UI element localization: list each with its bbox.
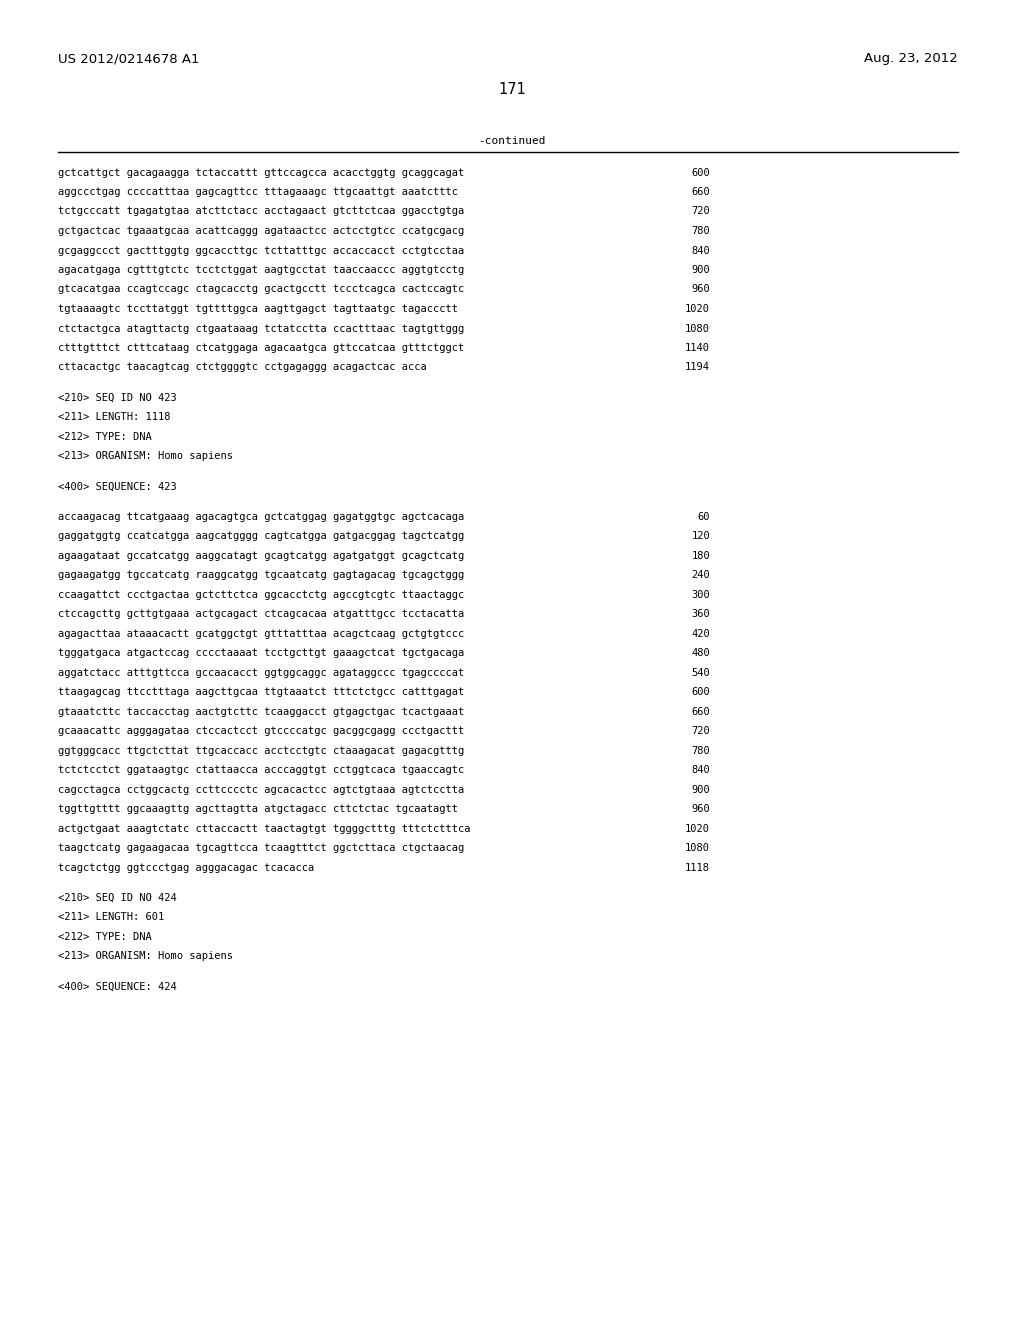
Text: 240: 240 bbox=[691, 570, 710, 581]
Text: <400> SEQUENCE: 423: <400> SEQUENCE: 423 bbox=[58, 482, 177, 491]
Text: 660: 660 bbox=[691, 706, 710, 717]
Text: ccaagattct ccctgactaa gctcttctca ggcacctctg agccgtcgtc ttaactaggc: ccaagattct ccctgactaa gctcttctca ggcacct… bbox=[58, 590, 464, 599]
Text: tgggatgaca atgactccag cccctaaaat tcctgcttgt gaaagctcat tgctgacaga: tgggatgaca atgactccag cccctaaaat tcctgct… bbox=[58, 648, 464, 659]
Text: 1194: 1194 bbox=[685, 363, 710, 372]
Text: 1140: 1140 bbox=[685, 343, 710, 352]
Text: gcgaggccct gactttggtg ggcaccttgc tcttatttgc accaccacct cctgtcctaa: gcgaggccct gactttggtg ggcaccttgc tcttatt… bbox=[58, 246, 464, 256]
Text: tgtaaaagtc tccttatggt tgttttggca aagttgagct tagttaatgc tagaccctt: tgtaaaagtc tccttatggt tgttttggca aagttga… bbox=[58, 304, 458, 314]
Text: accaagacag ttcatgaaag agacagtgca gctcatggag gagatggtgc agctcacaga: accaagacag ttcatgaaag agacagtgca gctcatg… bbox=[58, 512, 464, 521]
Text: 60: 60 bbox=[697, 512, 710, 521]
Text: 120: 120 bbox=[691, 531, 710, 541]
Text: ttaagagcag ttcctttaga aagcttgcaa ttgtaaatct tttctctgcc catttgagat: ttaagagcag ttcctttaga aagcttgcaa ttgtaaa… bbox=[58, 688, 464, 697]
Text: <210> SEQ ID NO 423: <210> SEQ ID NO 423 bbox=[58, 393, 177, 403]
Text: 720: 720 bbox=[691, 206, 710, 216]
Text: 780: 780 bbox=[691, 746, 710, 755]
Text: 1118: 1118 bbox=[685, 863, 710, 873]
Text: aggccctgag ccccatttaa gagcagttcc tttagaaagc ttgcaattgt aaatctttc: aggccctgag ccccatttaa gagcagttcc tttagaa… bbox=[58, 187, 458, 197]
Text: <212> TYPE: DNA: <212> TYPE: DNA bbox=[58, 932, 152, 942]
Text: cagcctagca cctggcactg ccttcccctc agcacactcc agtctgtaaa agtctcctta: cagcctagca cctggcactg ccttcccctc agcacac… bbox=[58, 784, 464, 795]
Text: 720: 720 bbox=[691, 726, 710, 737]
Text: <213> ORGANISM: Homo sapiens: <213> ORGANISM: Homo sapiens bbox=[58, 952, 233, 961]
Text: <211> LENGTH: 1118: <211> LENGTH: 1118 bbox=[58, 412, 171, 422]
Text: gaggatggtg ccatcatgga aagcatgggg cagtcatgga gatgacggag tagctcatgg: gaggatggtg ccatcatgga aagcatgggg cagtcat… bbox=[58, 531, 464, 541]
Text: 171: 171 bbox=[498, 82, 526, 96]
Text: gcaaacattc agggagataa ctccactcct gtccccatgc gacggcgagg ccctgacttt: gcaaacattc agggagataa ctccactcct gtcccca… bbox=[58, 726, 464, 737]
Text: 660: 660 bbox=[691, 187, 710, 197]
Text: ctttgtttct ctttcataag ctcatggaga agacaatgca gttccatcaa gtttctggct: ctttgtttct ctttcataag ctcatggaga agacaat… bbox=[58, 343, 464, 352]
Text: 600: 600 bbox=[691, 168, 710, 177]
Text: 360: 360 bbox=[691, 609, 710, 619]
Text: 960: 960 bbox=[691, 804, 710, 814]
Text: 840: 840 bbox=[691, 246, 710, 256]
Text: 600: 600 bbox=[691, 688, 710, 697]
Text: gctgactcac tgaaatgcaa acattcaggg agataactcc actcctgtcc ccatgcgacg: gctgactcac tgaaatgcaa acattcaggg agataac… bbox=[58, 226, 464, 236]
Text: 180: 180 bbox=[691, 550, 710, 561]
Text: 1080: 1080 bbox=[685, 843, 710, 853]
Text: ctctactgca atagttactg ctgaataaag tctatcctta ccactttaac tagtgttggg: ctctactgca atagttactg ctgaataaag tctatcc… bbox=[58, 323, 464, 334]
Text: aggatctacc atttgttcca gccaacacct ggtggcaggc agataggccc tgagccccat: aggatctacc atttgttcca gccaacacct ggtggca… bbox=[58, 668, 464, 677]
Text: agagacttaa ataaacactt gcatggctgt gtttatttaa acagctcaag gctgtgtccc: agagacttaa ataaacactt gcatggctgt gtttatt… bbox=[58, 628, 464, 639]
Text: 900: 900 bbox=[691, 784, 710, 795]
Text: 540: 540 bbox=[691, 668, 710, 677]
Text: gtcacatgaa ccagtccagc ctagcacctg gcactgcctt tccctcagca cactccagtc: gtcacatgaa ccagtccagc ctagcacctg gcactgc… bbox=[58, 285, 464, 294]
Text: 1020: 1020 bbox=[685, 824, 710, 834]
Text: <211> LENGTH: 601: <211> LENGTH: 601 bbox=[58, 912, 164, 923]
Text: gctcattgct gacagaagga tctaccattt gttccagcca acacctggtg gcaggcagat: gctcattgct gacagaagga tctaccattt gttccag… bbox=[58, 168, 464, 177]
Text: <212> TYPE: DNA: <212> TYPE: DNA bbox=[58, 432, 152, 442]
Text: 1020: 1020 bbox=[685, 304, 710, 314]
Text: US 2012/0214678 A1: US 2012/0214678 A1 bbox=[58, 51, 200, 65]
Text: gtaaatcttc taccacctag aactgtcttc tcaaggacct gtgagctgac tcactgaaat: gtaaatcttc taccacctag aactgtcttc tcaagga… bbox=[58, 706, 464, 717]
Text: 960: 960 bbox=[691, 285, 710, 294]
Text: Aug. 23, 2012: Aug. 23, 2012 bbox=[864, 51, 958, 65]
Text: ctccagcttg gcttgtgaaa actgcagact ctcagcacaa atgatttgcc tcctacatta: ctccagcttg gcttgtgaaa actgcagact ctcagca… bbox=[58, 609, 464, 619]
Text: actgctgaat aaagtctatc cttaccactt taactagtgt tggggctttg tttctctttca: actgctgaat aaagtctatc cttaccactt taactag… bbox=[58, 824, 470, 834]
Text: gagaagatgg tgccatcatg raaggcatgg tgcaatcatg gagtagacag tgcagctggg: gagaagatgg tgccatcatg raaggcatgg tgcaatc… bbox=[58, 570, 464, 581]
Text: agacatgaga cgtttgtctc tcctctggat aagtgcctat taaccaaccc aggtgtcctg: agacatgaga cgtttgtctc tcctctggat aagtgcc… bbox=[58, 265, 464, 275]
Text: 480: 480 bbox=[691, 648, 710, 659]
Text: <210> SEQ ID NO 424: <210> SEQ ID NO 424 bbox=[58, 892, 177, 903]
Text: 780: 780 bbox=[691, 226, 710, 236]
Text: 900: 900 bbox=[691, 265, 710, 275]
Text: tggttgtttt ggcaaagttg agcttagtta atgctagacc cttctctac tgcaatagtt: tggttgtttt ggcaaagttg agcttagtta atgctag… bbox=[58, 804, 458, 814]
Text: cttacactgc taacagtcag ctctggggtc cctgagaggg acagactcac acca: cttacactgc taacagtcag ctctggggtc cctgaga… bbox=[58, 363, 427, 372]
Text: 840: 840 bbox=[691, 766, 710, 775]
Text: 1080: 1080 bbox=[685, 323, 710, 334]
Text: taagctcatg gagaagacaa tgcagttcca tcaagtttct ggctcttaca ctgctaacag: taagctcatg gagaagacaa tgcagttcca tcaagtt… bbox=[58, 843, 464, 853]
Text: tctgcccatt tgagatgtaa atcttctacc acctagaact gtcttctcaa ggacctgtga: tctgcccatt tgagatgtaa atcttctacc acctaga… bbox=[58, 206, 464, 216]
Text: tctctcctct ggataagtgc ctattaacca acccaggtgt cctggtcaca tgaaccagtc: tctctcctct ggataagtgc ctattaacca acccagg… bbox=[58, 766, 464, 775]
Text: -continued: -continued bbox=[478, 136, 546, 147]
Text: 420: 420 bbox=[691, 628, 710, 639]
Text: <213> ORGANISM: Homo sapiens: <213> ORGANISM: Homo sapiens bbox=[58, 451, 233, 461]
Text: ggtgggcacc ttgctcttat ttgcaccacc acctcctgtc ctaaagacat gagacgtttg: ggtgggcacc ttgctcttat ttgcaccacc acctcct… bbox=[58, 746, 464, 755]
Text: 300: 300 bbox=[691, 590, 710, 599]
Text: tcagctctgg ggtccctgag agggacagac tcacacca: tcagctctgg ggtccctgag agggacagac tcacacc… bbox=[58, 863, 314, 873]
Text: <400> SEQUENCE: 424: <400> SEQUENCE: 424 bbox=[58, 982, 177, 991]
Text: agaagataat gccatcatgg aaggcatagt gcagtcatgg agatgatggt gcagctcatg: agaagataat gccatcatgg aaggcatagt gcagtca… bbox=[58, 550, 464, 561]
